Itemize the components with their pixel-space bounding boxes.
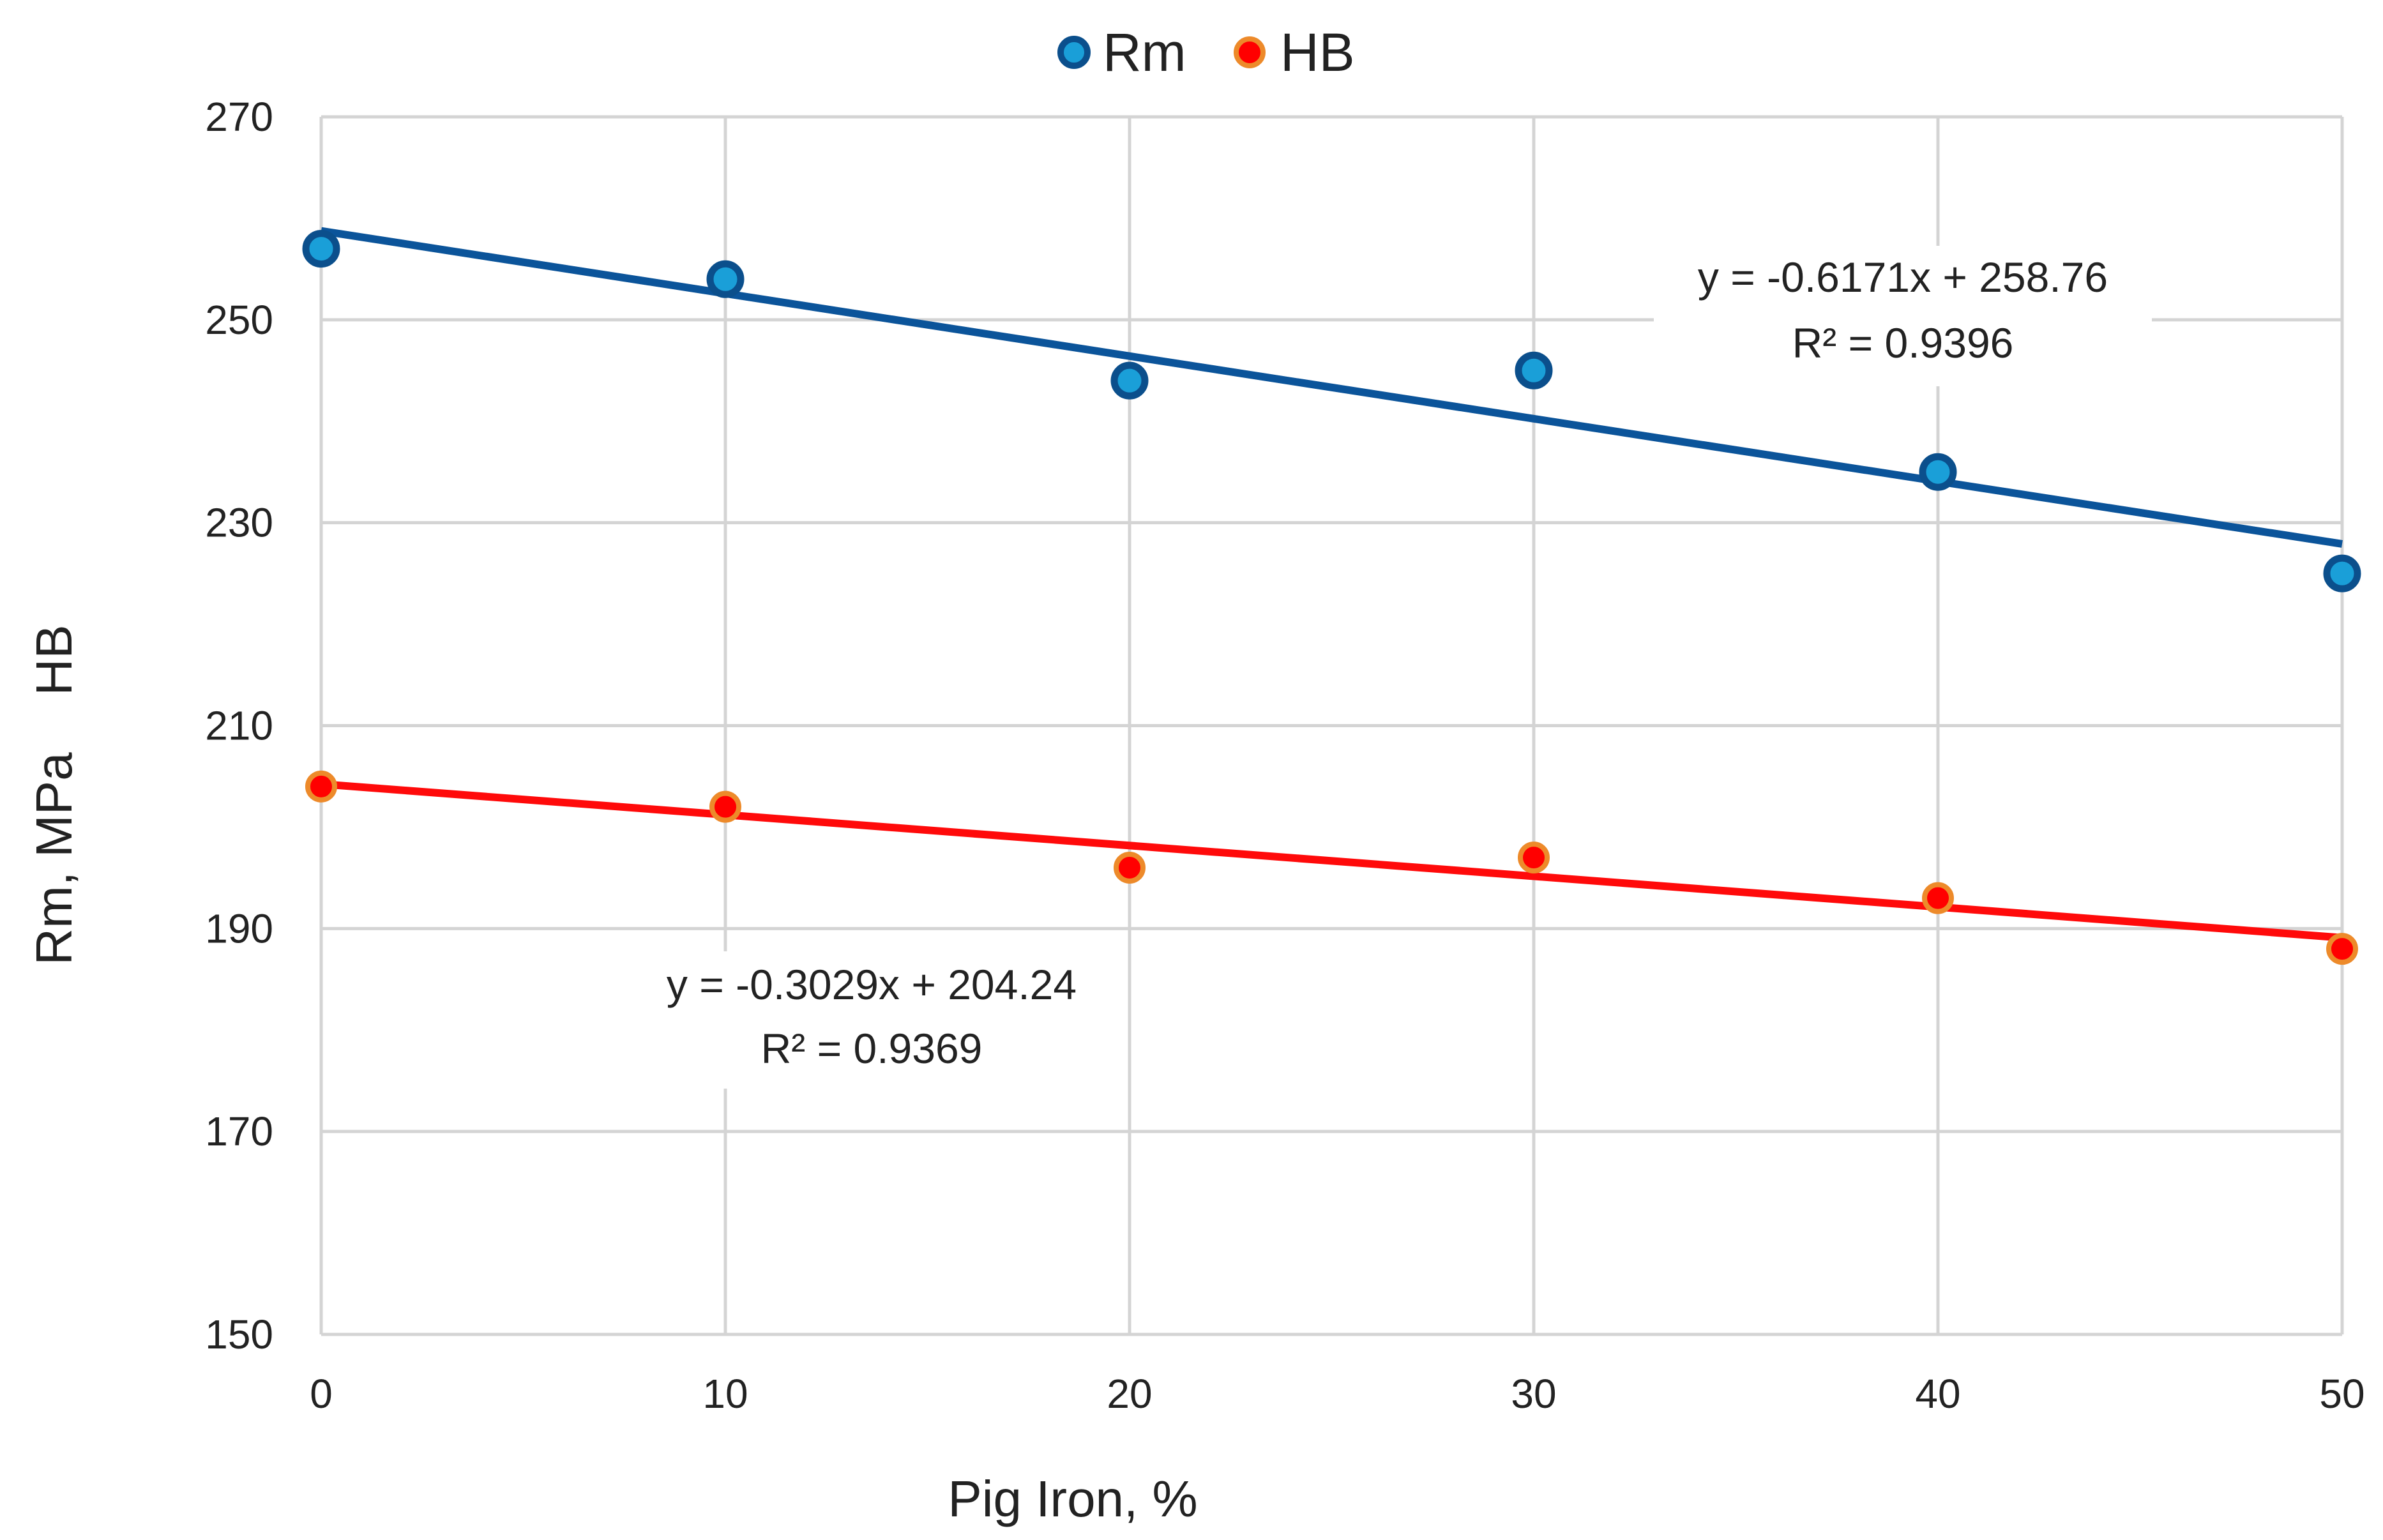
hb-point <box>305 770 337 803</box>
rm-r-squared: R² = 0.9396 <box>1792 319 2014 366</box>
hb-equation: y = -0.3029x + 204.24 <box>667 961 1077 1008</box>
x-tick-label: 10 <box>702 1371 748 1417</box>
x-tick-label: 30 <box>1511 1371 1556 1417</box>
y-tick-label: 210 <box>205 703 273 749</box>
hb-trendline <box>321 780 2343 942</box>
rm-point <box>302 230 340 268</box>
rm-point <box>1110 361 1149 400</box>
y-tick-label: 230 <box>205 500 273 546</box>
tick-labels: 150 170 190 210 230 250 270 0 10 20 30 40 50 <box>205 94 2364 1417</box>
rm-equation-annotation: y = -0.6171x + 258.76 R² = 0.9396 <box>1654 246 2152 386</box>
hb-equation-annotation: y = -0.3029x + 204.24 R² = 0.9369 <box>623 951 1114 1089</box>
legend-rm-label: Rm <box>1103 22 1186 82</box>
rm-point <box>1515 351 1553 389</box>
rm-trendline <box>321 227 2343 548</box>
data-points <box>302 230 2361 965</box>
rm-point <box>2323 554 2361 593</box>
hb-point <box>709 790 741 823</box>
hb-r-squared: R² = 0.9369 <box>761 1025 983 1072</box>
hb-point <box>1114 851 1146 884</box>
y-axis-title: Rm, MPa HB <box>26 624 82 965</box>
legend: Rm HB <box>1057 22 1355 82</box>
x-tick-label: 20 <box>1107 1371 1152 1417</box>
y-tick-label: 270 <box>205 94 273 140</box>
y-tick-label: 190 <box>205 905 273 951</box>
y-tick-label: 170 <box>205 1108 273 1154</box>
hb-point <box>1518 842 1550 874</box>
legend-item-rm: Rm <box>1057 22 1186 82</box>
rm-point <box>1919 453 1957 491</box>
hb-point <box>1922 882 1954 914</box>
x-tick-label: 40 <box>1915 1371 1960 1417</box>
x-axis-title: Pig Iron, % <box>948 1470 1197 1527</box>
rm-equation: y = -0.6171x + 258.76 <box>1698 253 2108 301</box>
legend-item-hb: HB <box>1234 22 1355 82</box>
hb-point <box>2326 933 2358 965</box>
trendlines <box>321 227 2343 942</box>
legend-rm-marker <box>1057 36 1091 69</box>
y-tick-label: 150 <box>205 1311 273 1357</box>
legend-hb-label: HB <box>1280 22 1355 82</box>
y-tick-label: 250 <box>205 297 273 343</box>
legend-hb-marker <box>1234 36 1266 68</box>
x-tick-label: 50 <box>2319 1371 2364 1417</box>
rm-point <box>706 260 745 298</box>
x-tick-label: 0 <box>310 1371 333 1417</box>
